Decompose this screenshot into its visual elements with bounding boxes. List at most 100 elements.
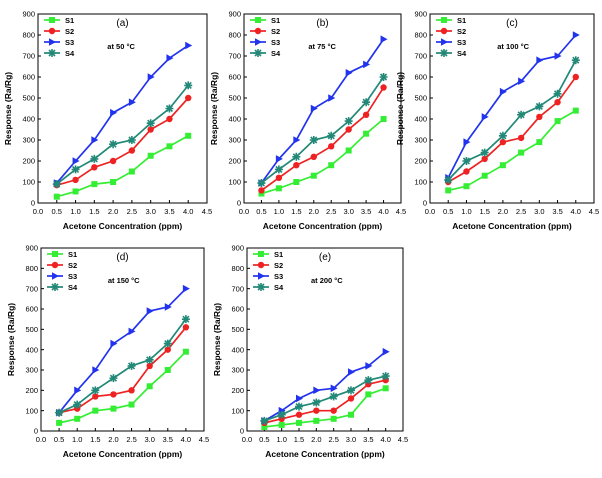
data-point xyxy=(309,136,318,144)
legend-marker xyxy=(51,283,59,291)
legend-marker xyxy=(49,17,55,23)
data-point xyxy=(312,398,321,407)
data-point xyxy=(72,188,79,195)
data-point xyxy=(166,115,173,123)
data-point xyxy=(181,315,190,324)
y-tick-label: 300 xyxy=(228,136,241,145)
y-tick-label: 0 xyxy=(423,199,427,208)
series-S1 xyxy=(261,385,389,430)
data-point xyxy=(92,393,99,400)
data-point xyxy=(535,102,544,111)
data-point xyxy=(313,407,320,414)
x-tick-label: 1.0 xyxy=(72,435,82,444)
data-point xyxy=(362,98,371,107)
y-tick-label: 700 xyxy=(22,52,35,61)
series-line xyxy=(448,109,577,192)
legend-marker xyxy=(49,38,56,46)
x-tick-label: 4.0 xyxy=(378,207,388,216)
data-point xyxy=(92,407,99,414)
legend-marker xyxy=(440,27,448,35)
data-point xyxy=(71,165,80,174)
panel-label: (e) xyxy=(319,252,331,263)
data-point xyxy=(518,77,526,85)
data-point xyxy=(328,94,336,102)
data-point xyxy=(380,116,387,122)
x-tick-label: 4.5 xyxy=(589,207,599,216)
y-tick-label: 800 xyxy=(414,31,427,40)
y-tick-label: 800 xyxy=(231,264,244,273)
y-tick-label: 200 xyxy=(231,386,244,395)
data-point xyxy=(481,113,489,121)
x-tick-label: 1.5 xyxy=(90,435,100,444)
x-tick-label: 2.5 xyxy=(126,435,136,444)
data-point xyxy=(344,117,353,126)
legend-marker xyxy=(254,27,262,35)
data-point xyxy=(380,84,387,91)
data-point xyxy=(293,162,300,169)
y-axis-label: Response (Ra/Rg) xyxy=(395,72,405,145)
data-point xyxy=(365,362,373,370)
x-axis-label: Acetone Concentration (ppm) xyxy=(263,221,383,231)
series-line xyxy=(58,351,187,424)
series-line xyxy=(260,38,385,184)
x-tick-label: 2.0 xyxy=(108,207,118,216)
y-tick-label: 100 xyxy=(231,406,244,415)
data-point xyxy=(310,153,317,160)
data-point xyxy=(128,98,136,106)
data-point xyxy=(313,386,321,395)
legend-label: S4 xyxy=(457,49,467,58)
legend: S1 S2 S3 S4 xyxy=(250,16,281,58)
temperature-label: at 200 °C xyxy=(311,276,343,285)
y-tick-label: 800 xyxy=(25,264,38,273)
legend-marker xyxy=(257,283,265,291)
data-point xyxy=(347,386,355,395)
x-tick-label: 3.5 xyxy=(552,207,562,216)
data-point xyxy=(146,307,154,315)
legend-label: S3 xyxy=(68,272,77,281)
x-tick-label: 0.5 xyxy=(443,207,453,216)
legend-label: S1 xyxy=(274,250,283,259)
data-point xyxy=(554,118,561,125)
x-tick-label: 0.0 xyxy=(425,207,435,216)
data-point xyxy=(499,162,506,169)
x-tick-label: 1.0 xyxy=(461,207,471,216)
data-point xyxy=(572,73,579,81)
data-point xyxy=(127,361,136,370)
data-point xyxy=(147,152,154,159)
legend-label: S4 xyxy=(68,283,78,292)
temperature-label: at 150 °C xyxy=(108,276,140,285)
y-tick-label: 800 xyxy=(228,31,241,40)
data-point xyxy=(571,56,580,65)
data-point xyxy=(91,386,100,395)
x-tick-label: 4.5 xyxy=(202,207,212,216)
x-tick-label: 3.0 xyxy=(534,207,544,216)
data-point xyxy=(364,376,373,385)
x-tick-label: 3.5 xyxy=(361,207,371,216)
y-tick-label: 200 xyxy=(22,157,35,166)
legend-marker xyxy=(440,49,448,57)
y-tick-label: 600 xyxy=(228,73,241,82)
series-line xyxy=(447,34,577,179)
y-tick-label: 100 xyxy=(228,178,241,187)
data-point xyxy=(381,372,390,381)
data-point xyxy=(55,408,64,417)
data-point xyxy=(147,73,155,81)
data-point xyxy=(295,411,303,418)
data-point xyxy=(109,374,118,383)
temperature-label: at 100 °C xyxy=(497,42,529,51)
x-tick-label: 4.0 xyxy=(183,207,193,216)
data-point xyxy=(72,176,79,184)
y-tick-label: 900 xyxy=(228,10,241,19)
legend-label: S1 xyxy=(271,16,280,25)
data-point xyxy=(445,187,452,194)
series-line xyxy=(261,118,385,195)
data-point xyxy=(292,152,301,161)
y-tick-label: 300 xyxy=(231,366,244,375)
data-point xyxy=(128,327,136,336)
y-tick-label: 500 xyxy=(25,325,38,334)
x-tick-label: 2.5 xyxy=(516,207,526,216)
y-tick-label: 100 xyxy=(414,178,427,187)
data-point xyxy=(278,421,285,428)
y-tick-label: 200 xyxy=(414,157,427,166)
x-tick-label: 3.0 xyxy=(144,435,154,444)
